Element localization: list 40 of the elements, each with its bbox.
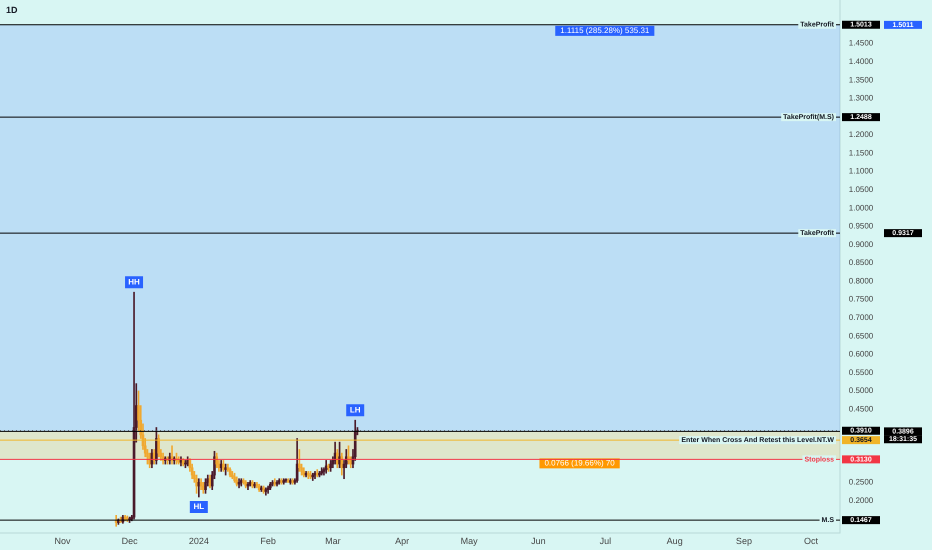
x-tick-label: Jul [600, 536, 612, 546]
y-tick-label: 0.5500 [848, 368, 874, 377]
y-tick-label: 0.7000 [848, 313, 874, 322]
y-tick-label: 1.3000 [848, 94, 874, 103]
y-tick-label: 1.2000 [848, 130, 874, 140]
y-tick-label: 1.1500 [848, 148, 874, 158]
band-label: 1.1115 (285.28%) 535.31 [560, 26, 650, 36]
y-tick-label: 0.9500 [848, 222, 874, 231]
band-label: 0.0766 (19.66%) 70 [544, 458, 616, 468]
y-tick-label: 0.2000 [848, 496, 874, 505]
y-tick-label: 0.8500 [848, 258, 874, 268]
x-tick-label: 2024 [188, 536, 209, 546]
y-tick-label: 1.0000 [848, 203, 874, 212]
y-tick-label: 0.5000 [848, 386, 874, 396]
x-tick-label: Feb [260, 536, 276, 546]
x-tick-label: Apr [395, 536, 410, 546]
annotation: HH [128, 277, 140, 286]
x-tick-label: Sep [736, 536, 752, 546]
x-tick-label: Nov [54, 536, 72, 546]
annotation: LH [350, 405, 361, 414]
y-tick-label: 0.6500 [848, 331, 874, 340]
y-tick-label: 0.6000 [848, 350, 874, 359]
x-tick-label: Mar [325, 536, 341, 546]
x-tick-label: May [460, 536, 478, 546]
annotation: HL [193, 502, 204, 512]
y-tick-label: 1.4000 [848, 57, 874, 66]
x-tick-label: Jun [531, 536, 546, 546]
text: 1D [6, 4, 18, 15]
y-tick-label: 1.4500 [848, 38, 874, 48]
y-tick-label: 1.3500 [848, 75, 874, 84]
y-tick-label: 0.8000 [848, 276, 874, 286]
y-tick-label: 1.0500 [848, 185, 874, 194]
y-tick-label: 0.4500 [848, 404, 874, 414]
y-tick-label: 0.7500 [848, 294, 874, 304]
x-tick-label: Dec [122, 536, 138, 546]
y-tick-label: 0.9000 [848, 240, 874, 249]
x-tick-label: Aug [666, 536, 683, 546]
x-tick-label: Oct [804, 536, 818, 546]
y-tick-label: 0.2500 [848, 478, 874, 487]
y-tick-label: 1.1000 [848, 166, 874, 176]
